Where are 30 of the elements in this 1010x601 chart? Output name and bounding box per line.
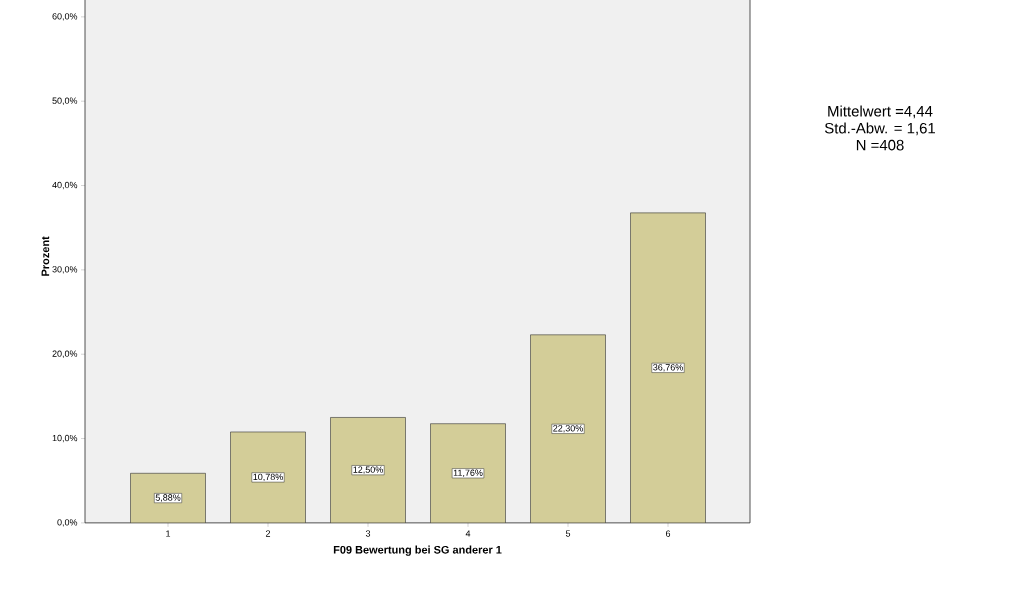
x-tick-label: 6 — [665, 530, 671, 537]
data-label: 11,76% — [453, 469, 483, 477]
x-tick-label: 1 — [166, 530, 171, 537]
text: N =408 — [856, 139, 904, 151]
text: Std.-Abw. = 1,61 — [824, 122, 935, 136]
y-tick-label: 60,0% — [52, 13, 78, 21]
y-tick-label: 20,0% — [52, 350, 78, 358]
data-label: 36,76% — [653, 364, 683, 372]
data-label: 12,50% — [353, 466, 383, 474]
bar — [530, 334, 606, 523]
text: Mittelwert =4,44 — [828, 105, 933, 119]
y-tick-label: 30,0% — [52, 266, 78, 274]
data-label: 5,88% — [155, 494, 181, 502]
bar — [330, 417, 406, 523]
x-tick-label: 2 — [265, 530, 271, 537]
bar — [230, 431, 306, 523]
bar — [430, 423, 506, 523]
y-tick-label: 0,0% — [57, 519, 78, 527]
x-axis-title: F09 Bewertung bei SG anderer 1 — [333, 545, 502, 556]
y-tick-label: 10,0% — [52, 434, 78, 443]
x-tick-label: 3 — [365, 530, 371, 537]
bar — [630, 212, 706, 523]
x-tick-label: 4 — [465, 530, 471, 537]
y-tick-label: 40,0% — [52, 181, 78, 190]
x-tick-label: 5 — [565, 530, 571, 537]
y-tick-label: 50,0% — [52, 97, 78, 105]
data-label: 10,78% — [253, 473, 283, 482]
bar — [130, 472, 206, 523]
data-label: 22,30% — [553, 425, 583, 433]
y-axis-title: Prozent — [41, 236, 50, 276]
